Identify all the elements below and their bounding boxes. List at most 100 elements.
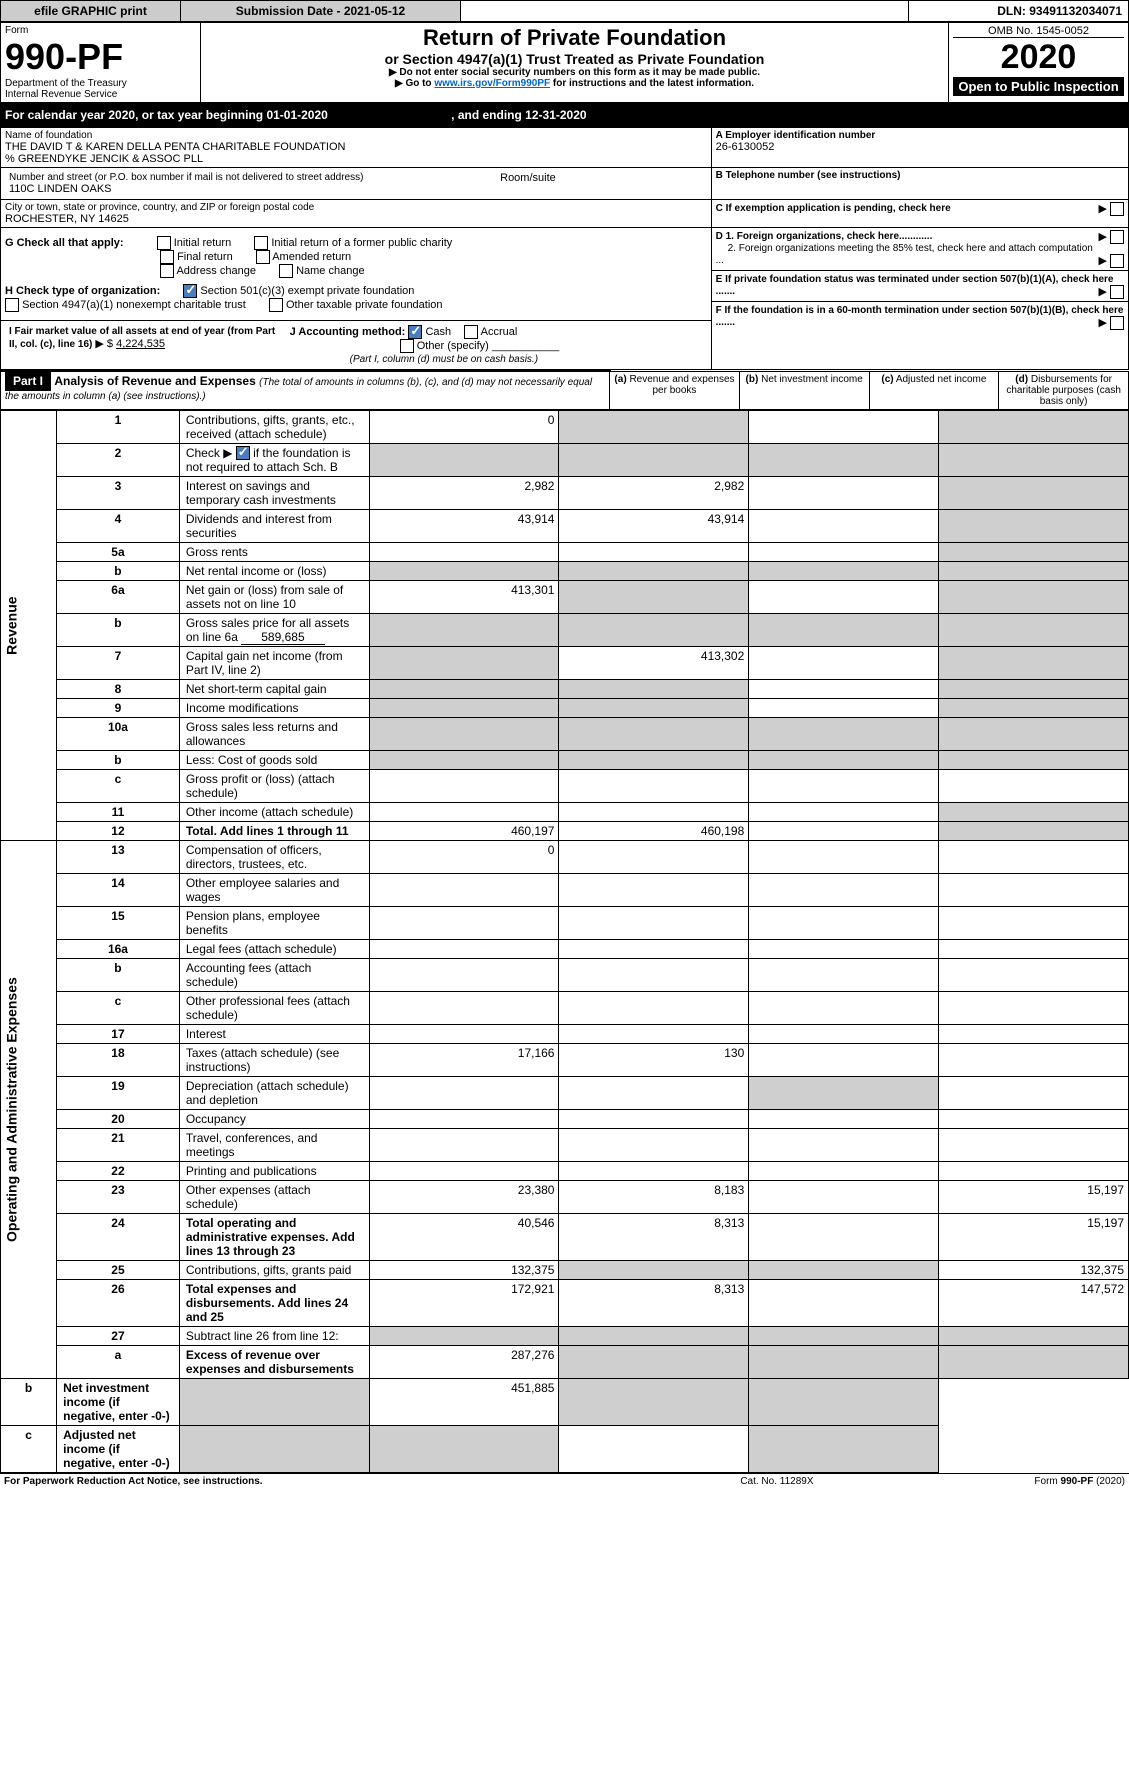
city-label: City or town, state or province, country…: [5, 202, 707, 213]
amount-cell: 8,313: [559, 1280, 749, 1327]
foreign-85-checkbox[interactable]: [1110, 254, 1124, 268]
form990pf-link[interactable]: www.irs.gov/Form990PF: [434, 78, 550, 89]
row-number: 8: [57, 680, 180, 699]
amount-cell: [559, 1261, 749, 1280]
amount-cell: [939, 992, 1129, 1025]
amount-cell: [939, 959, 1129, 992]
row-label: Depreciation (attach schedule) and deple…: [179, 1077, 369, 1110]
table-row: 26Total expenses and disbursements. Add …: [1, 1280, 1129, 1327]
amount-cell: [749, 1044, 939, 1077]
cat-no: Cat. No. 11289X: [674, 1474, 879, 1490]
initial-return-checkbox[interactable]: [157, 236, 171, 250]
h-check-label: H Check type of organization:: [5, 285, 160, 297]
amount-cell: [749, 1214, 939, 1261]
row-label: Capital gain net income (from Part IV, l…: [179, 647, 369, 680]
top-bar: efile GRAPHIC print Submission Date - 20…: [0, 0, 1129, 22]
amount-cell: 8,183: [559, 1181, 749, 1214]
amount-cell: [749, 751, 939, 770]
amount-cell: [939, 510, 1129, 543]
amount-cell: [939, 562, 1129, 581]
cash-checkbox[interactable]: [408, 325, 422, 339]
address-change-checkbox[interactable]: [160, 264, 174, 278]
amount-cell: [559, 751, 749, 770]
revenue-label: Revenue: [1, 410, 57, 841]
final-return-checkbox[interactable]: [160, 250, 174, 264]
amount-cell: [559, 1162, 749, 1181]
other-specify-checkbox[interactable]: [400, 339, 414, 353]
row-number: 13: [57, 841, 180, 874]
amount-cell: [559, 443, 749, 477]
amount-cell: [179, 1426, 369, 1473]
amount-cell: [369, 1327, 559, 1346]
amount-cell: [559, 1129, 749, 1162]
amount-cell: [749, 1025, 939, 1044]
row-label: Subtract line 26 from line 12:: [179, 1327, 369, 1346]
amount-cell: 15,197: [939, 1181, 1129, 1214]
row-number: 3: [57, 477, 180, 510]
amount-cell: [369, 699, 559, 718]
amount-cell: [939, 699, 1129, 718]
amount-cell: [749, 940, 939, 959]
irs-label: Internal Revenue Service: [5, 89, 196, 100]
amount-cell: [369, 803, 559, 822]
row-number: 19: [57, 1077, 180, 1110]
dln-label: DLN: 93491132034071: [909, 1, 1129, 22]
other-taxable-checkbox[interactable]: [269, 298, 283, 312]
exemption-checkbox[interactable]: [1110, 202, 1124, 216]
amount-cell: [749, 477, 939, 510]
60-month-checkbox[interactable]: [1110, 316, 1124, 330]
name-change-checkbox[interactable]: [279, 264, 293, 278]
row-label: Less: Cost of goods sold: [179, 751, 369, 770]
amount-cell: [749, 822, 939, 841]
header-info: Name of foundation THE DAVID T & KAREN D…: [0, 127, 1129, 370]
amount-cell: [939, 543, 1129, 562]
ein-value: 26-6130052: [716, 141, 1124, 153]
amount-cell: [939, 1044, 1129, 1077]
table-row: 10aGross sales less returns and allowanc…: [1, 718, 1129, 751]
foreign-org-checkbox[interactable]: [1110, 230, 1124, 244]
amount-cell: [749, 1426, 939, 1473]
dept-treasury: Department of the Treasury: [5, 78, 196, 89]
amount-cell: 2,982: [559, 477, 749, 510]
amount-cell: [559, 841, 749, 874]
amount-cell: 132,375: [369, 1261, 559, 1280]
accrual-checkbox[interactable]: [464, 325, 478, 339]
amount-cell: [749, 770, 939, 803]
501c3-checkbox[interactable]: [183, 284, 197, 298]
row-label: Gross profit or (loss) (attach schedule): [179, 770, 369, 803]
address-label: Number and street (or P.O. box number if…: [9, 172, 492, 183]
table-row: 17Interest: [1, 1025, 1129, 1044]
amount-cell: [939, 770, 1129, 803]
part1-table: Revenue1Contributions, gifts, grants, et…: [0, 410, 1129, 1474]
amount-cell: [369, 874, 559, 907]
efile-print-button[interactable]: efile GRAPHIC print: [1, 1, 181, 22]
row-label: Compensation of officers, directors, tru…: [179, 841, 369, 874]
tax-year: 2020: [953, 38, 1124, 77]
amount-cell: 132,375: [939, 1261, 1129, 1280]
4947a1-checkbox[interactable]: [5, 298, 19, 312]
amount-cell: [369, 562, 559, 581]
amount-cell: [559, 959, 749, 992]
amount-cell: [559, 1025, 749, 1044]
amount-cell: 413,301: [369, 581, 559, 614]
amount-cell: [749, 647, 939, 680]
amended-return-checkbox[interactable]: [256, 250, 270, 264]
amount-cell: [939, 841, 1129, 874]
row-number: c: [1, 1426, 57, 1473]
row-number: b: [57, 614, 180, 647]
row-number: a: [57, 1346, 180, 1379]
expenses-label: Operating and Administrative Expenses: [1, 841, 57, 1379]
amount-cell: [369, 647, 559, 680]
amount-cell: 460,198: [559, 822, 749, 841]
status-terminated-checkbox[interactable]: [1110, 285, 1124, 299]
table-row: bAccounting fees (attach schedule): [1, 959, 1129, 992]
amount-cell: [749, 1110, 939, 1129]
initial-former-checkbox[interactable]: [254, 236, 268, 250]
amount-cell: [749, 1077, 939, 1110]
calendar-line: For calendar year 2020, or tax year begi…: [1, 104, 1129, 127]
amount-cell: [749, 562, 939, 581]
e-label: E If private foundation status was termi…: [716, 274, 1114, 297]
row-label: Contributions, gifts, grants paid: [179, 1261, 369, 1280]
row-number: 17: [57, 1025, 180, 1044]
amount-cell: [749, 959, 939, 992]
